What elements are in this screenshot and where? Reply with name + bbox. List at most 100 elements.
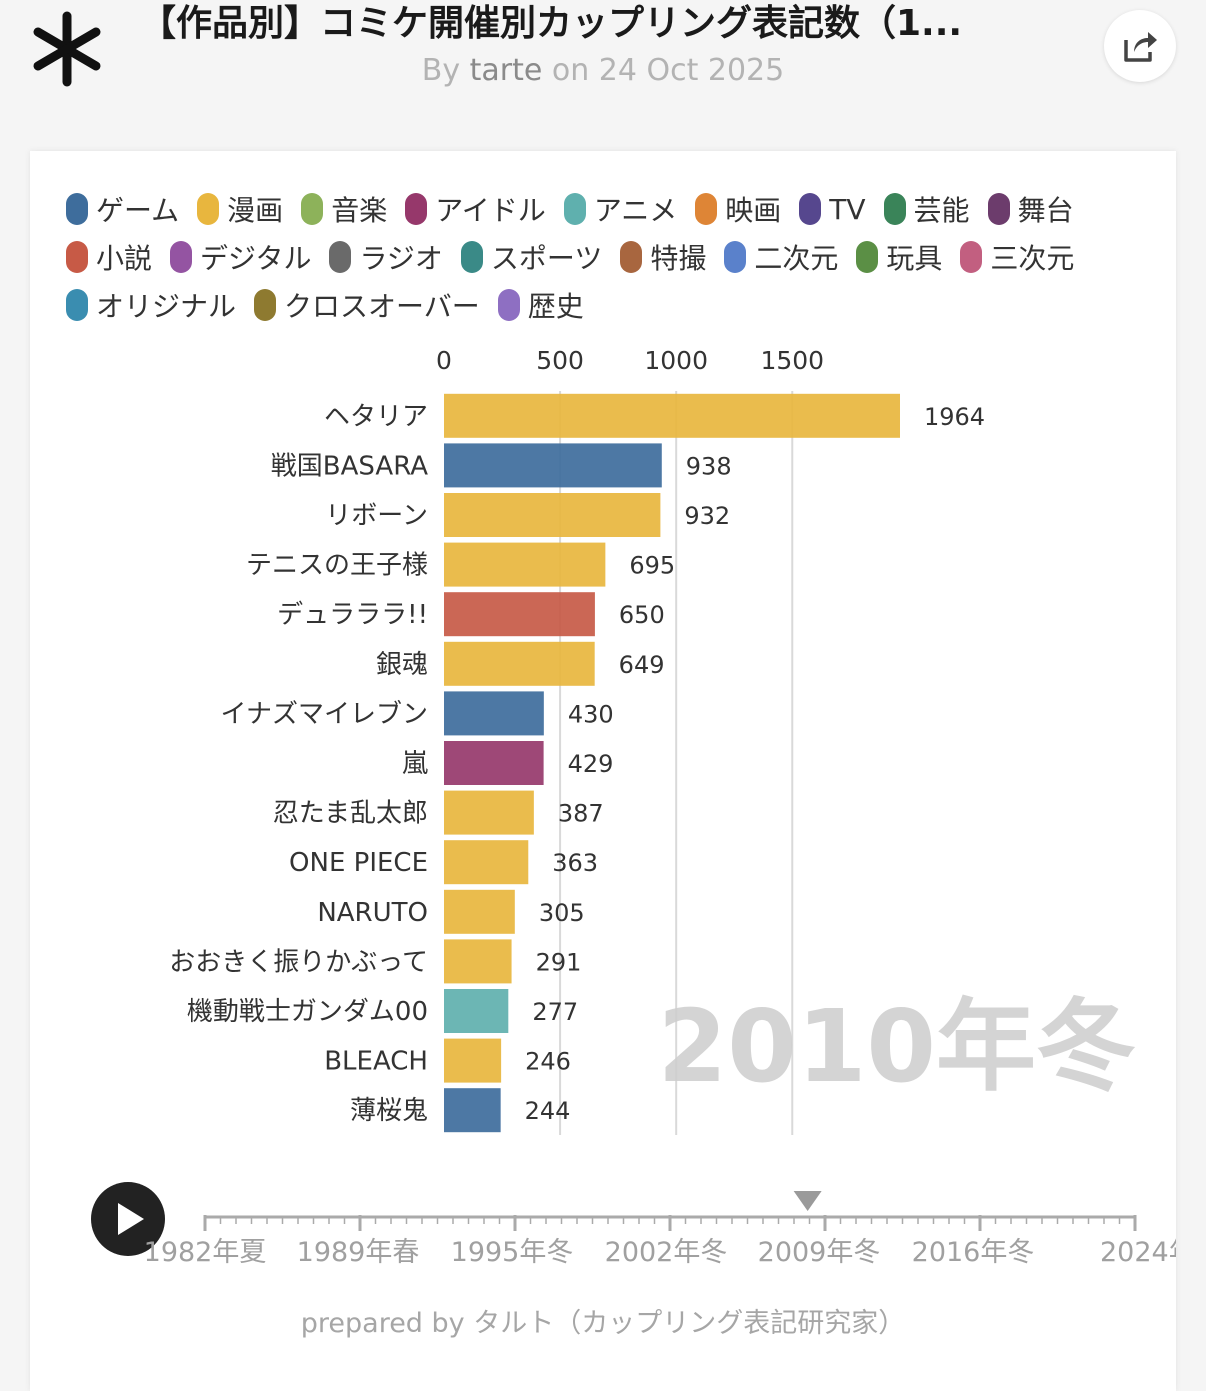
value-label: 695 [629, 552, 675, 580]
legend-swatch [724, 241, 747, 273]
legend-swatch [799, 193, 822, 225]
legend-item[interactable]: アイドル [405, 189, 546, 229]
legend-item[interactable]: TV [799, 189, 866, 229]
timeline-handle[interactable] [793, 1191, 822, 1211]
asterisk-logo-icon [33, 11, 101, 87]
legend-item[interactable]: ゲーム [66, 189, 179, 229]
bar[interactable] [444, 1038, 502, 1083]
category-label: リボーン [325, 501, 428, 531]
legend-swatch [497, 289, 520, 321]
bar[interactable] [444, 889, 515, 934]
timeline-label: 2024年 [1100, 1237, 1176, 1268]
legend-label: 漫画 [227, 194, 284, 227]
value-label: 246 [525, 1048, 571, 1076]
category-label: 機動戦士ガンダム00 [187, 997, 428, 1027]
legend-label: 二次元 [754, 242, 839, 275]
legend-item[interactable]: デジタル [170, 237, 311, 277]
bar[interactable] [444, 393, 900, 438]
value-label: 387 [558, 800, 604, 828]
legend-swatch [66, 241, 88, 273]
value-label: 429 [568, 750, 614, 778]
value-label: 244 [525, 1097, 571, 1125]
timeline-label: 1995年冬 [451, 1237, 574, 1268]
share-button[interactable] [1104, 10, 1176, 82]
bar[interactable] [444, 443, 662, 488]
legend-item[interactable]: オリジナル [66, 285, 236, 325]
legend-item[interactable]: クロスオーバー [254, 285, 480, 325]
legend-item[interactable]: 特撮 [620, 237, 706, 277]
legend-label: 音楽 [331, 194, 388, 227]
legend-swatch [329, 241, 352, 273]
legend-item[interactable]: 小説 [66, 237, 152, 277]
value-label: 938 [686, 452, 732, 480]
legend-label: 玩具 [886, 242, 943, 275]
legend-item[interactable]: 舞台 [987, 189, 1074, 229]
category-label: 嵐 [402, 749, 428, 779]
legend-item[interactable]: 映画 [695, 189, 781, 229]
category-label: デュラララ!! [277, 600, 428, 630]
legend: ゲーム 漫画 音楽 アイドル アニメ 映画 TV 芸能 舞台小説 デジタル ラジオ スポーツ 特撮 二次元… [66, 189, 1146, 325]
legend-label: オリジナル [96, 290, 237, 323]
value-label: 363 [552, 849, 598, 877]
category-label: ONE PIECE [289, 848, 428, 878]
legend-label: 舞台 [1017, 194, 1074, 227]
author-link[interactable]: tarte [469, 53, 543, 88]
byline-prefix: By [421, 53, 470, 88]
legend-swatch [695, 193, 718, 225]
legend-item[interactable]: 三次元 [960, 237, 1074, 277]
legend-item[interactable]: 音楽 [301, 189, 387, 229]
legend-label: ゲーム [96, 194, 180, 227]
footer-credit: prepared by タルト（カップリング表記研究家） [300, 1308, 906, 1339]
legend-item[interactable]: 二次元 [724, 237, 838, 277]
legend-item[interactable]: 芸能 [883, 189, 970, 229]
legend-item[interactable]: ラジオ [329, 237, 443, 277]
legend-item[interactable]: 歴史 [497, 285, 584, 325]
bar[interactable] [444, 741, 544, 785]
category-label: テニスの王子様 [246, 551, 428, 581]
timeline-label: 1982年夏 [144, 1237, 267, 1268]
legend-item[interactable]: スポーツ [460, 237, 603, 277]
legend-swatch [856, 241, 879, 273]
legend-swatch [170, 241, 193, 273]
period-watermark: 2010年冬 [658, 988, 1136, 1105]
value-label: 305 [539, 899, 585, 927]
category-label: 忍たま乱太郎 [273, 799, 428, 829]
bar[interactable] [444, 840, 529, 885]
legend-label: 芸能 [913, 194, 970, 227]
legend-label: スポーツ [490, 242, 603, 275]
x-tick-label: 1500 [760, 346, 824, 375]
legend-label: アニメ [593, 194, 678, 227]
legend-item[interactable]: 玩具 [856, 237, 942, 277]
legend-label: 小説 [96, 242, 153, 275]
category-label: イナズマイレブン [221, 699, 428, 729]
play-button[interactable] [91, 1182, 165, 1256]
bar[interactable] [444, 989, 509, 1033]
category-label: BLEACH [324, 1047, 428, 1077]
legend-item[interactable]: アニメ [563, 189, 678, 229]
bar[interactable] [444, 493, 661, 537]
legend-label: 三次元 [990, 242, 1075, 275]
legend-item[interactable]: 漫画 [197, 189, 283, 229]
bar[interactable] [444, 1088, 501, 1133]
timeline-label: 2016年冬 [912, 1237, 1035, 1268]
value-label: 649 [619, 651, 665, 679]
bar[interactable] [444, 641, 595, 686]
header: 【作品別】コミケ開催別カップリング表記数（1... By tarte on 24… [0, 0, 1206, 130]
bar[interactable] [444, 542, 606, 587]
bar[interactable] [444, 691, 544, 736]
bar[interactable] [444, 592, 595, 637]
value-label: 650 [619, 601, 665, 629]
timeline: 1982年夏 1989年春 1995年冬 2002年冬 2009年冬 2016年冬 2024… [91, 1182, 1176, 1268]
bar[interactable] [444, 939, 512, 984]
legend-swatch [460, 241, 483, 273]
category-label: 銀魂 [376, 650, 428, 680]
legend-label: TV [829, 192, 866, 226]
legend-swatch [254, 289, 277, 321]
legend-swatch [563, 193, 586, 225]
bar[interactable] [444, 790, 534, 835]
legend-label: 特撮 [650, 242, 707, 275]
page-title: 【作品別】コミケ開催別カップリング表記数（1... [140, 3, 963, 44]
legend-swatch [197, 193, 220, 225]
share-icon [1124, 32, 1157, 62]
x-tick-label: 1000 [644, 346, 708, 375]
